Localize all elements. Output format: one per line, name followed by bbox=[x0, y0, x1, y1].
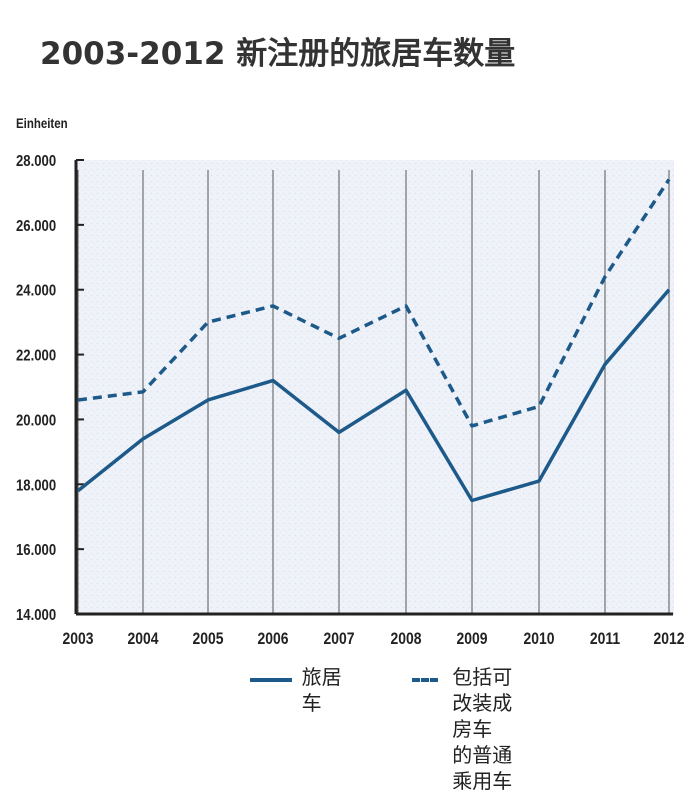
y-tick-label-26000: 26.000 bbox=[16, 218, 56, 235]
legend-item-dashed: 包括可改装成房车 的普通乘用车 bbox=[412, 664, 514, 794]
y-tick-label-22000: 22.000 bbox=[16, 347, 56, 364]
legend-solid-label: 旅居车 bbox=[302, 664, 342, 716]
x-tick-label-2011: 2011 bbox=[590, 630, 621, 649]
x-tick-label-2010: 2010 bbox=[524, 630, 555, 649]
line-chart: 14.000 16.000 18.000 20.000 22.000 24.000 26.0… bbox=[0, 0, 691, 765]
legend-dashed-line-swatch bbox=[412, 678, 438, 682]
legend-solid-line-swatch bbox=[250, 678, 292, 682]
y-tick-label-24000: 24.000 bbox=[16, 283, 56, 300]
x-tick-label-2007: 2007 bbox=[324, 630, 355, 649]
y-axis-label: Einheiten bbox=[16, 115, 68, 131]
x-tick-label-2008: 2008 bbox=[391, 630, 422, 649]
x-tick-label-2012: 2012 bbox=[654, 630, 685, 649]
y-tick-label-28000: 28.000 bbox=[16, 153, 56, 170]
x-tick-label-2005: 2005 bbox=[193, 630, 224, 649]
y-tick-label-20000: 20.000 bbox=[16, 412, 56, 429]
plot-background bbox=[76, 160, 674, 615]
x-tick-label-2006: 2006 bbox=[258, 630, 289, 649]
y-tick-label-14000: 14.000 bbox=[16, 607, 56, 624]
legend-dashed-label: 包括可改装成房车 的普通乘用车 bbox=[452, 664, 514, 794]
y-tick-label-18000: 18.000 bbox=[16, 477, 56, 494]
y-tick-label-16000: 16.000 bbox=[16, 542, 56, 559]
x-tick-label-2004: 2004 bbox=[128, 630, 159, 649]
legend-item-solid: 旅居车 bbox=[250, 664, 342, 716]
x-tick-label-2003: 2003 bbox=[63, 630, 94, 649]
x-tick-label-2009: 2009 bbox=[457, 630, 488, 649]
